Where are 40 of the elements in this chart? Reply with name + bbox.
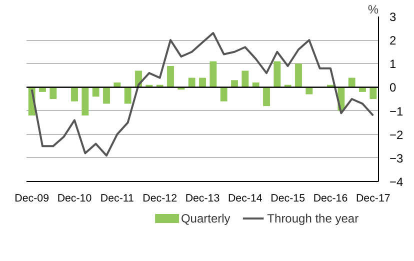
x-tick-label: Dec-09 bbox=[14, 192, 50, 204]
bar bbox=[210, 61, 217, 88]
bar bbox=[124, 87, 132, 104]
bar bbox=[231, 80, 238, 88]
x-tick-label: Dec-13 bbox=[185, 192, 220, 204]
y-tick-label: −2 bbox=[390, 128, 404, 142]
bar bbox=[274, 61, 281, 88]
x-tick-label: Dec-15 bbox=[270, 192, 306, 204]
bar bbox=[220, 87, 228, 102]
bar bbox=[82, 87, 89, 116]
line-series bbox=[30, 32, 374, 157]
bar bbox=[295, 64, 302, 88]
x-tick-label: Dec-11 bbox=[100, 192, 134, 204]
y-tick-label: 2 bbox=[390, 34, 396, 48]
bar bbox=[242, 70, 249, 88]
x-tick-label: Dec-16 bbox=[313, 192, 348, 204]
y-tick-label: 1 bbox=[390, 57, 396, 72]
y-tick-label: −3 bbox=[390, 151, 404, 166]
x-tick-label: Dec-14 bbox=[228, 192, 262, 204]
bar bbox=[370, 87, 377, 99]
bar bbox=[167, 66, 174, 88]
x-tick-label: Dec-10 bbox=[57, 192, 92, 204]
y-tick-label: 3 bbox=[390, 10, 396, 24]
legend-label: Through the year bbox=[267, 212, 359, 226]
bar bbox=[199, 78, 206, 88]
y-tick-label: 0 bbox=[390, 80, 396, 95]
y-tick-label: −1 bbox=[390, 104, 404, 118]
bar bbox=[50, 87, 57, 99]
legend-label: Quarterly bbox=[180, 212, 230, 226]
bar bbox=[92, 87, 100, 97]
x-tick-label: Dec-12 bbox=[142, 192, 178, 204]
y-axis-title: % bbox=[368, 2, 379, 16]
x-tick-label: Dec-17 bbox=[356, 192, 390, 204]
bar bbox=[103, 87, 110, 104]
bar bbox=[348, 78, 356, 88]
y-tick-label: −4 bbox=[390, 175, 404, 189]
bar bbox=[71, 87, 78, 102]
bar bbox=[188, 78, 196, 88]
bar bbox=[263, 87, 270, 106]
bar bbox=[306, 87, 313, 94]
